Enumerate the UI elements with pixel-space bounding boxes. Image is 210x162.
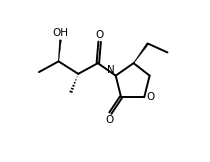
Text: O: O (96, 30, 104, 40)
Text: OH: OH (52, 28, 68, 38)
Text: O: O (105, 115, 114, 125)
Polygon shape (58, 40, 61, 61)
Text: N: N (106, 65, 114, 75)
Polygon shape (133, 43, 149, 63)
Text: O: O (146, 92, 155, 102)
